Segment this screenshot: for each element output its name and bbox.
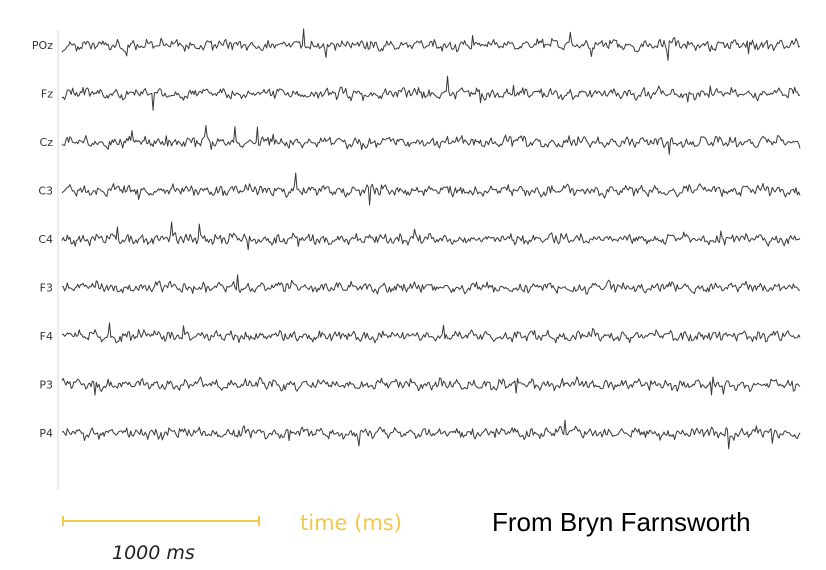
channel-label-cz: Cz (40, 136, 54, 149)
channel-label-f4: F4 (40, 330, 53, 343)
credit-text: From Bryn Farnsworth (492, 507, 751, 537)
channel-label-c3: C3 (38, 185, 53, 198)
trace-f3 (61, 274, 801, 295)
channel-label-fz: Fz (41, 88, 53, 101)
trace-cz (61, 125, 801, 155)
trace-c3 (61, 172, 801, 206)
channel-label-p4: P4 (39, 427, 53, 440)
trace-poz (61, 28, 801, 61)
trace-p3 (61, 376, 801, 396)
trace-fz (61, 75, 801, 111)
channel-label-p3: P3 (39, 379, 53, 392)
channel-label-poz: POz (32, 39, 53, 52)
x-axis-label: time (ms) (300, 511, 402, 535)
channel-group: POz Fz Cz C3 C4 F3 F4 P3 P4 (32, 28, 801, 450)
trace-p4 (61, 419, 801, 450)
channel-label-c4: C4 (38, 233, 53, 246)
channel-label-f3: F3 (40, 282, 53, 295)
scale-bar-label: 1000 ms (112, 542, 195, 564)
trace-c4 (61, 221, 801, 251)
trace-f4 (61, 322, 801, 344)
